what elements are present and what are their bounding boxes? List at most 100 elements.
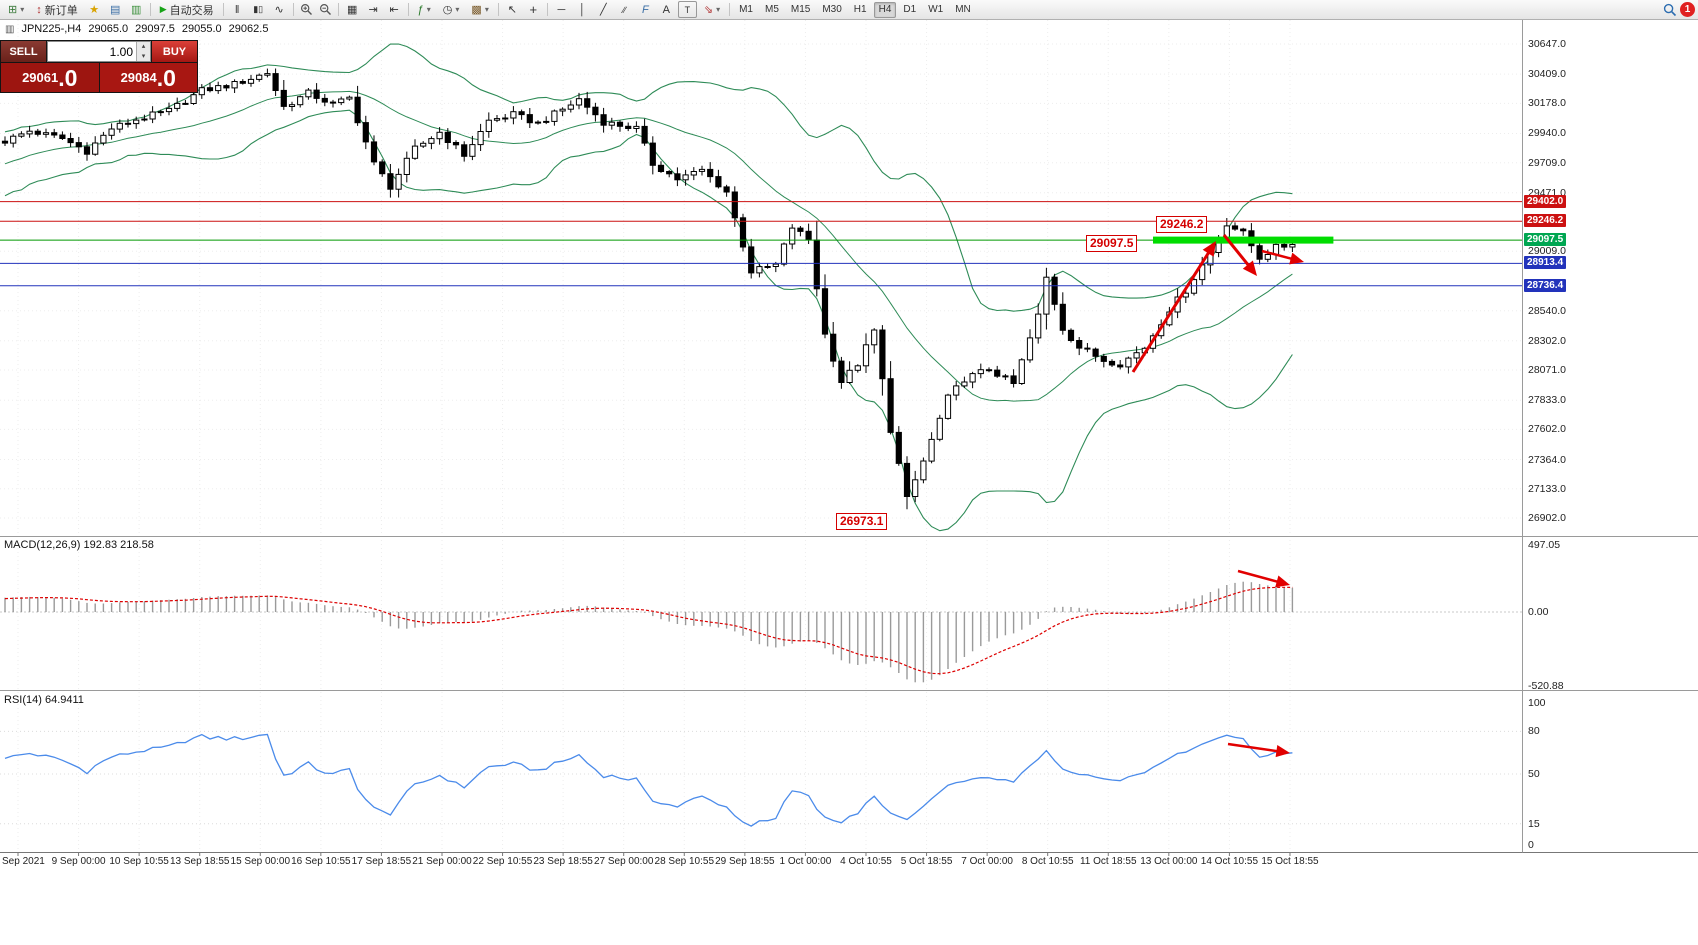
toolbar-separator bbox=[407, 3, 409, 16]
templates-button[interactable]: ▩ ▾ bbox=[466, 1, 493, 18]
chart-grid bbox=[0, 20, 1522, 852]
buy-price-value: 29084 bbox=[120, 70, 157, 85]
autotrade-play-icon: ▶ bbox=[159, 4, 167, 14]
toolbar-separator bbox=[222, 3, 224, 16]
search-icon[interactable] bbox=[1661, 2, 1678, 17]
chart-shift-icon[interactable]: ⇤ bbox=[389, 4, 399, 16]
symbol-name: JPN225-,H4 bbox=[21, 23, 82, 35]
trendline-tool-icon[interactable]: ╱ bbox=[600, 4, 607, 16]
bar-chart-icon[interactable]: ‖ bbox=[234, 3, 240, 16]
timeframe-button-h1[interactable]: H1 bbox=[853, 3, 867, 15]
horizontal-line-tool-icon[interactable]: ─ bbox=[557, 3, 566, 16]
new-chart-icon: ⊞ bbox=[8, 4, 18, 16]
clock-icon: ◷ bbox=[442, 4, 453, 16]
buy-price-display[interactable]: 29084.0 bbox=[99, 63, 197, 92]
lot-size-stepper[interactable]: 1.00 ▴ ▾ bbox=[47, 41, 151, 62]
ohlc-close: 29062.5 bbox=[228, 23, 269, 35]
vertical-line-tool-icon[interactable]: │ bbox=[578, 3, 586, 16]
trend-arrow[interactable] bbox=[1237, 569, 1290, 588]
lot-increase-button[interactable]: ▴ bbox=[137, 42, 150, 52]
macd-indicator-label: MACD(12,26,9) 192.83 218.58 bbox=[4, 539, 154, 551]
autotrade-button[interactable]: ▶ 自动交易 bbox=[155, 1, 219, 18]
sell-price-value: 29061 bbox=[22, 70, 59, 85]
crosshair-icon[interactable]: + bbox=[529, 2, 538, 17]
main-price-panel[interactable] bbox=[0, 43, 1522, 532]
symbol-info-line: ▥ JPN225-,H4 29065.0 29097.5 29055.0 290… bbox=[5, 23, 268, 35]
label-tool-icon[interactable]: T bbox=[677, 1, 697, 18]
sell-price-display[interactable]: 29061.0 bbox=[1, 63, 99, 92]
timeframe-button-m15[interactable]: M15 bbox=[790, 3, 811, 15]
support-zone-highlight[interactable] bbox=[1153, 236, 1334, 244]
sell-button[interactable]: SELL bbox=[1, 41, 46, 62]
zoom-in-icon[interactable] bbox=[298, 2, 315, 17]
macd-histogram bbox=[4, 581, 1294, 683]
chevron-down-icon: ▾ bbox=[484, 5, 489, 14]
tile-windows-icon[interactable]: ▦ bbox=[346, 4, 358, 16]
sell-price-fraction: .0 bbox=[58, 64, 78, 91]
rsi-line bbox=[4, 733, 1293, 827]
zoom-out-icon[interactable] bbox=[317, 2, 334, 17]
timeframe-button-m30[interactable]: M30 bbox=[822, 3, 842, 15]
one-click-trade-panel: SELL 1.00 ▴ ▾ BUY 29061.0 29084.0 bbox=[0, 40, 198, 93]
main-toolbar: ⊞ ▾ ↕ 新订单 ★ ▤ ▥ ▶ 自动交易 ‖ ▮▯ ∿ ▦ ⇥ ⇤ ƒ bbox=[0, 0, 1698, 20]
text-tool-icon[interactable]: A bbox=[662, 3, 671, 16]
chevron-down-icon: ▾ bbox=[716, 5, 721, 14]
new-order-icon: ↕ bbox=[36, 3, 42, 16]
bollinger-lower-band bbox=[4, 109, 1293, 532]
trend-arrow[interactable] bbox=[1131, 241, 1216, 373]
trend-arrow[interactable] bbox=[1261, 249, 1304, 265]
timeframe-button-mn[interactable]: MN bbox=[955, 3, 971, 15]
new-order-label: 新订单 bbox=[44, 4, 78, 17]
trend-arrow[interactable] bbox=[1227, 742, 1290, 758]
bollinger-upper-band bbox=[4, 43, 1293, 312]
fibonacci-tool-icon[interactable]: F bbox=[641, 3, 649, 16]
timeframe-button-m5[interactable]: M5 bbox=[764, 3, 779, 15]
line-chart-icon[interactable]: ∿ bbox=[274, 4, 284, 16]
ohlc-high: 29097.5 bbox=[135, 23, 175, 35]
indicators-button[interactable]: ƒ ▾ bbox=[413, 1, 436, 18]
bollinger-middle-band bbox=[4, 90, 1293, 402]
lot-decrease-button[interactable]: ▾ bbox=[137, 51, 150, 61]
lot-size-value[interactable]: 1.00 bbox=[109, 45, 133, 59]
timeframe-button-m1[interactable]: M1 bbox=[739, 3, 753, 15]
arrows-tool-icon: ⇘ bbox=[703, 4, 714, 16]
new-chart-button[interactable]: ⊞ ▾ bbox=[3, 1, 29, 18]
trend-arrow[interactable] bbox=[1222, 234, 1257, 276]
macd-panel[interactable] bbox=[0, 581, 1522, 683]
macd-signal-line bbox=[4, 586, 1293, 675]
toolbar-separator bbox=[292, 3, 294, 16]
auto-scroll-icon[interactable]: ⇥ bbox=[368, 4, 378, 16]
favorites-icon[interactable]: ★ bbox=[89, 4, 100, 16]
toolbar-separator bbox=[497, 3, 499, 16]
arrows-tool-button[interactable]: ⇘ ▾ bbox=[699, 1, 725, 18]
chevron-down-icon: ▾ bbox=[20, 5, 25, 14]
buy-button[interactable]: BUY bbox=[152, 41, 197, 62]
candlestick-chart-icon[interactable]: ▮▯ bbox=[253, 4, 264, 14]
buy-price-fraction: .0 bbox=[156, 64, 176, 91]
chevron-down-icon: ▾ bbox=[455, 5, 460, 14]
toolbar-separator bbox=[337, 3, 339, 16]
ohlc-open: 29065.0 bbox=[88, 23, 129, 35]
cursor-icon[interactable]: ↖ bbox=[507, 4, 517, 16]
timeframe-button-w1[interactable]: W1 bbox=[928, 3, 944, 15]
timeframe-button-d1[interactable]: D1 bbox=[903, 3, 917, 15]
channel-tool-icon[interactable]: ∕∕ bbox=[622, 4, 626, 15]
toolbar-separator bbox=[546, 3, 548, 16]
rsi-panel[interactable] bbox=[0, 730, 1522, 827]
periods-button[interactable]: ◷ ▾ bbox=[438, 1, 465, 18]
toolbar-separator bbox=[149, 3, 151, 16]
autotrade-label: 自动交易 bbox=[169, 4, 214, 17]
indicators-icon: ƒ bbox=[417, 3, 424, 16]
market-watch-icon[interactable]: ▤ bbox=[110, 4, 121, 16]
notification-badge[interactable]: 1 bbox=[1680, 2, 1695, 17]
chart-mini-icon: ▥ bbox=[5, 23, 15, 35]
data-window-icon[interactable]: ▥ bbox=[131, 4, 142, 16]
templates-icon: ▩ bbox=[471, 4, 482, 16]
toolbar-separator bbox=[729, 3, 731, 16]
chevron-down-icon: ▾ bbox=[426, 5, 431, 14]
ohlc-low: 29055.0 bbox=[181, 23, 222, 35]
new-order-button[interactable]: ↕ 新订单 bbox=[31, 1, 83, 18]
timeframe-button-h4[interactable]: H4 bbox=[873, 1, 897, 18]
